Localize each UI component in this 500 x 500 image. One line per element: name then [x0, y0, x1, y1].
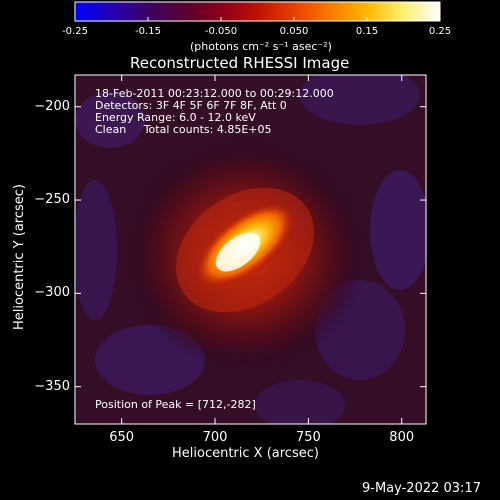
y-tick-label: −300 — [34, 285, 70, 301]
x-tick-label: 750 — [295, 430, 321, 445]
x-tick-label: 700 — [202, 430, 228, 445]
colorbar-tick-label: 0.25 — [428, 26, 452, 37]
colorbar-units-label: (photons cm⁻² s⁻¹ asec⁻²) — [190, 40, 332, 53]
colorbar-tick-label: -0.15 — [135, 26, 161, 37]
peak-position: Position of Peak = [712,-282] — [95, 398, 256, 411]
chart-title: Reconstructed RHESSI Image — [130, 54, 350, 72]
colorbar-tick-label: -0.25 — [62, 26, 88, 37]
y-axis-label: Heliocentric Y (arcsec) — [12, 184, 27, 330]
x-tick-label: 650 — [109, 430, 135, 445]
y-tick-label: −200 — [34, 98, 70, 114]
colorbar-tick-label: 0.15 — [355, 26, 379, 37]
colorbar-gradient — [74, 1, 441, 22]
x-axis-label: Heliocentric X (arcsec) — [172, 446, 319, 461]
info-total-counts: Clean Total counts: 4.85E+05 — [95, 123, 272, 136]
x-tick-label: 800 — [389, 430, 415, 445]
y-tick-label: −250 — [34, 192, 70, 208]
heatmap-image — [75, 75, 426, 424]
colorbar-tick-label: 0.050 — [279, 26, 309, 37]
info-time-range: 18-Feb-2011 00:23:12.000 to 00:29:12.000 — [95, 87, 334, 100]
info-detectors: Detectors: 3F 4F 5F 6F 7F 8F, Att 0 — [95, 99, 287, 112]
info-energy-range: Energy Range: 6.0 - 12.0 keV — [95, 111, 256, 124]
timestamp: 9-May-2022 03:17 — [362, 481, 481, 496]
y-tick-label: −350 — [34, 378, 70, 394]
colorbar-tick-label: -0.050 — [204, 26, 238, 37]
colorbar — [74, 1, 441, 22]
